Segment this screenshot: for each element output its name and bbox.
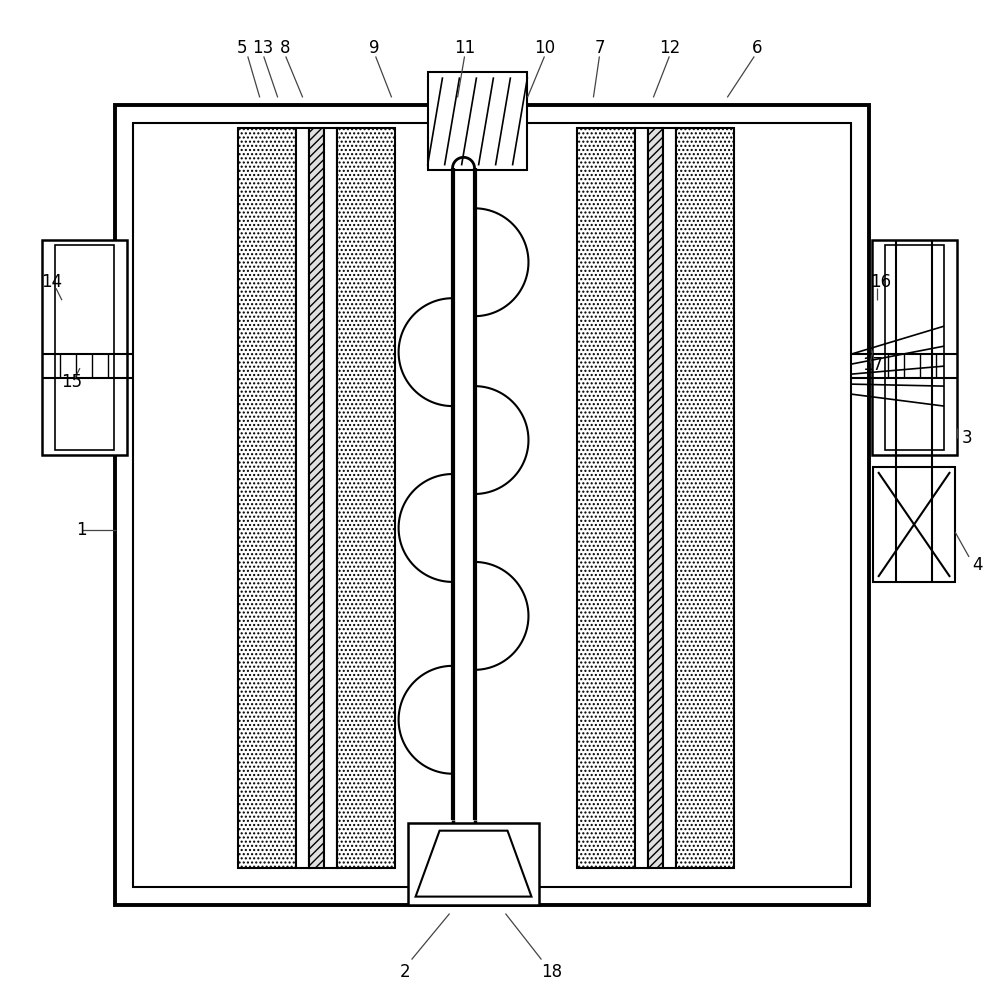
Text: 2: 2: [400, 963, 410, 981]
Bar: [872, 240, 957, 455]
Text: 1: 1: [77, 521, 87, 539]
Bar: [635, 128, 648, 868]
Text: 14: 14: [41, 273, 63, 291]
Bar: [55, 245, 114, 450]
Bar: [428, 72, 527, 170]
Bar: [337, 128, 395, 868]
Text: 16: 16: [870, 273, 892, 291]
Text: 10: 10: [533, 39, 555, 57]
Bar: [408, 823, 539, 905]
Text: 6: 6: [752, 39, 762, 57]
Text: 3: 3: [962, 429, 972, 447]
Text: 7: 7: [594, 39, 604, 57]
Text: 13: 13: [252, 39, 274, 57]
Bar: [324, 128, 337, 868]
Text: 5: 5: [237, 39, 247, 57]
Text: 4: 4: [972, 556, 982, 574]
Bar: [873, 467, 955, 582]
Bar: [885, 245, 944, 450]
Bar: [115, 105, 869, 905]
Text: 9: 9: [370, 39, 380, 57]
Bar: [238, 128, 296, 868]
Text: 11: 11: [454, 39, 476, 57]
Text: 17: 17: [862, 356, 884, 374]
Polygon shape: [416, 831, 531, 897]
Bar: [296, 128, 309, 868]
Bar: [676, 128, 734, 868]
Bar: [648, 128, 663, 868]
Text: 8: 8: [280, 39, 290, 57]
Bar: [663, 128, 676, 868]
Bar: [577, 128, 635, 868]
Bar: [42, 240, 127, 455]
Text: 15: 15: [61, 373, 83, 391]
Text: 18: 18: [540, 963, 562, 981]
Text: 12: 12: [658, 39, 680, 57]
Bar: [309, 128, 324, 868]
Bar: [133, 123, 851, 887]
